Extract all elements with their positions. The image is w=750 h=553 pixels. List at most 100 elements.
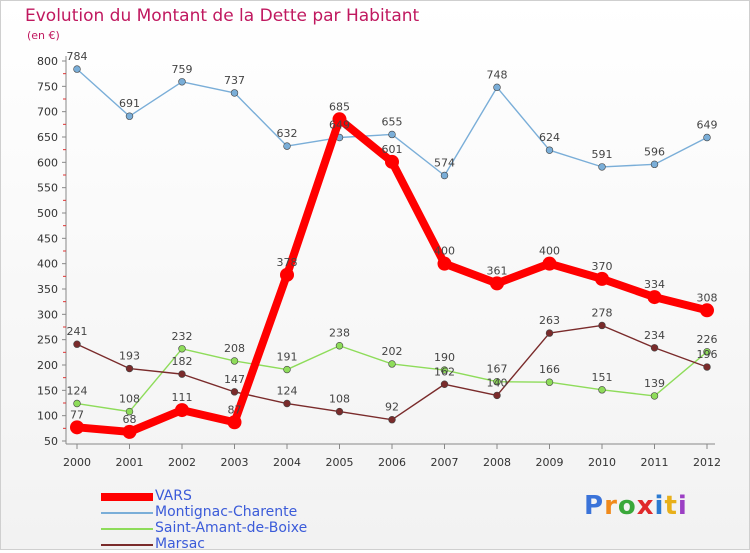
- data-label-montignac-charente: 748: [487, 68, 508, 81]
- data-point-montignac-charente: [703, 133, 711, 142]
- data-label-vars: 370: [592, 260, 613, 273]
- y-tick-label: 350: [37, 283, 58, 296]
- proxiti-logo: Proxiti: [584, 491, 688, 521]
- data-point-montignac-charente: [440, 171, 449, 180]
- data-label-montignac-charente: 649: [697, 119, 718, 132]
- y-tick-label: 250: [37, 334, 58, 347]
- x-tick-label: 2001: [116, 456, 144, 469]
- data-point-saint-amant-de-boixe: [230, 357, 239, 365]
- data-point-montignac-charente: [388, 130, 396, 139]
- data-point-saint-amant-de-boixe: [178, 345, 186, 353]
- data-point-saint-amant-de-boixe: [650, 392, 659, 400]
- data-label-marsac: 147: [224, 373, 245, 386]
- data-label-saint-amant-de-boixe: 202: [382, 345, 403, 358]
- data-label-montignac-charente: 759: [172, 63, 193, 76]
- data-point-vars: [700, 303, 714, 318]
- data-label-montignac-charente: 624: [539, 131, 560, 144]
- x-tick-label: 2006: [378, 456, 406, 469]
- data-point-montignac-charente: [598, 163, 606, 171]
- data-label-marsac: 140: [487, 376, 508, 389]
- data-label-marsac: 124: [277, 385, 298, 398]
- data-point-marsac: [650, 344, 659, 352]
- data-label-marsac: 92: [385, 401, 399, 414]
- y-tick-label: 300: [37, 308, 58, 321]
- data-point-vars: [490, 276, 504, 291]
- data-point-montignac-charente: [73, 65, 81, 73]
- data-point-montignac-charente: [493, 83, 501, 92]
- data-point-saint-amant-de-boixe: [283, 365, 291, 374]
- logo-letter: x: [636, 491, 655, 521]
- data-label-vars: 77: [70, 408, 84, 421]
- data-label-montignac-charente: 655: [382, 115, 403, 128]
- data-point-montignac-charente: [125, 112, 134, 120]
- data-label-saint-amant-de-boixe: 151: [592, 371, 613, 384]
- data-point-montignac-charente: [650, 160, 659, 169]
- data-point-vars: [437, 256, 452, 271]
- data-label-saint-amant-de-boixe: 108: [119, 393, 140, 406]
- data-point-vars: [175, 403, 189, 418]
- data-point-vars: [647, 290, 662, 305]
- data-label-marsac: 193: [119, 350, 140, 363]
- data-label-saint-amant-de-boixe: 191: [277, 351, 298, 364]
- data-label-montignac-charente: 737: [224, 74, 245, 87]
- data-point-marsac: [73, 340, 81, 348]
- data-point-saint-amant-de-boixe: [703, 348, 711, 356]
- data-label-saint-amant-de-boixe: 167: [487, 363, 508, 376]
- data-label-marsac: 108: [329, 393, 350, 406]
- data-label-vars: 601: [382, 143, 403, 156]
- data-label-montignac-charente: 596: [644, 145, 665, 158]
- data-point-saint-amant-de-boixe: [545, 378, 554, 386]
- data-label-vars: 111: [172, 391, 193, 404]
- legend-label-marsac: Marsac: [155, 536, 205, 552]
- x-tick-label: 2008: [483, 456, 511, 469]
- data-point-vars: [70, 420, 84, 435]
- data-point-marsac: [440, 380, 449, 388]
- x-tick-label: 2000: [63, 456, 91, 469]
- data-label-vars: 378: [277, 256, 298, 269]
- data-label-vars: 400: [434, 245, 455, 258]
- logo-letter: P: [584, 491, 605, 521]
- x-tick-label: 2002: [168, 456, 196, 469]
- data-point-montignac-charente: [230, 89, 239, 97]
- y-tick-label: 700: [37, 106, 58, 119]
- data-point-saint-amant-de-boixe: [598, 386, 606, 394]
- data-point-marsac: [178, 370, 186, 378]
- data-point-marsac: [545, 329, 554, 337]
- data-point-vars: [227, 415, 242, 430]
- logo-letter: o: [617, 491, 637, 521]
- data-label-saint-amant-de-boixe: 238: [329, 327, 350, 340]
- logo-letter: t: [664, 491, 678, 521]
- data-point-vars: [280, 267, 294, 282]
- data-point-marsac: [493, 391, 501, 400]
- y-tick-label: 800: [37, 55, 58, 68]
- data-point-marsac: [388, 416, 396, 424]
- y-tick-label: 750: [37, 80, 58, 93]
- data-label-vars: 361: [487, 264, 508, 277]
- legend-swatch-saint-amant: [101, 528, 153, 530]
- data-label-vars: 87: [228, 403, 242, 416]
- data-label-saint-amant-de-boixe: 208: [224, 342, 245, 355]
- data-point-montignac-charente: [178, 78, 186, 86]
- legend-swatch-vars: [101, 493, 153, 501]
- data-label-marsac: 278: [592, 306, 613, 319]
- data-point-marsac: [230, 388, 239, 396]
- data-label-vars: 685: [329, 100, 350, 113]
- y-tick-label: 550: [37, 182, 58, 195]
- y-tick-label: 600: [37, 156, 58, 169]
- data-label-montignac-charente: 784: [67, 50, 88, 63]
- data-point-marsac: [335, 407, 344, 416]
- data-point-saint-amant-de-boixe: [125, 407, 134, 416]
- data-point-vars: [542, 256, 557, 271]
- data-point-saint-amant-de-boixe: [493, 378, 501, 386]
- x-tick-label: 2011: [641, 456, 669, 469]
- data-label-vars: 334: [644, 278, 665, 291]
- data-point-montignac-charente: [283, 142, 291, 150]
- y-tick-label: 50: [44, 435, 58, 448]
- legend-swatch-montignac: [101, 512, 153, 514]
- data-label-montignac-charente: 591: [592, 148, 613, 161]
- y-tick-label: 500: [37, 207, 58, 220]
- data-point-saint-amant-de-boixe: [73, 399, 81, 408]
- data-label-montignac-charente: 632: [277, 127, 298, 140]
